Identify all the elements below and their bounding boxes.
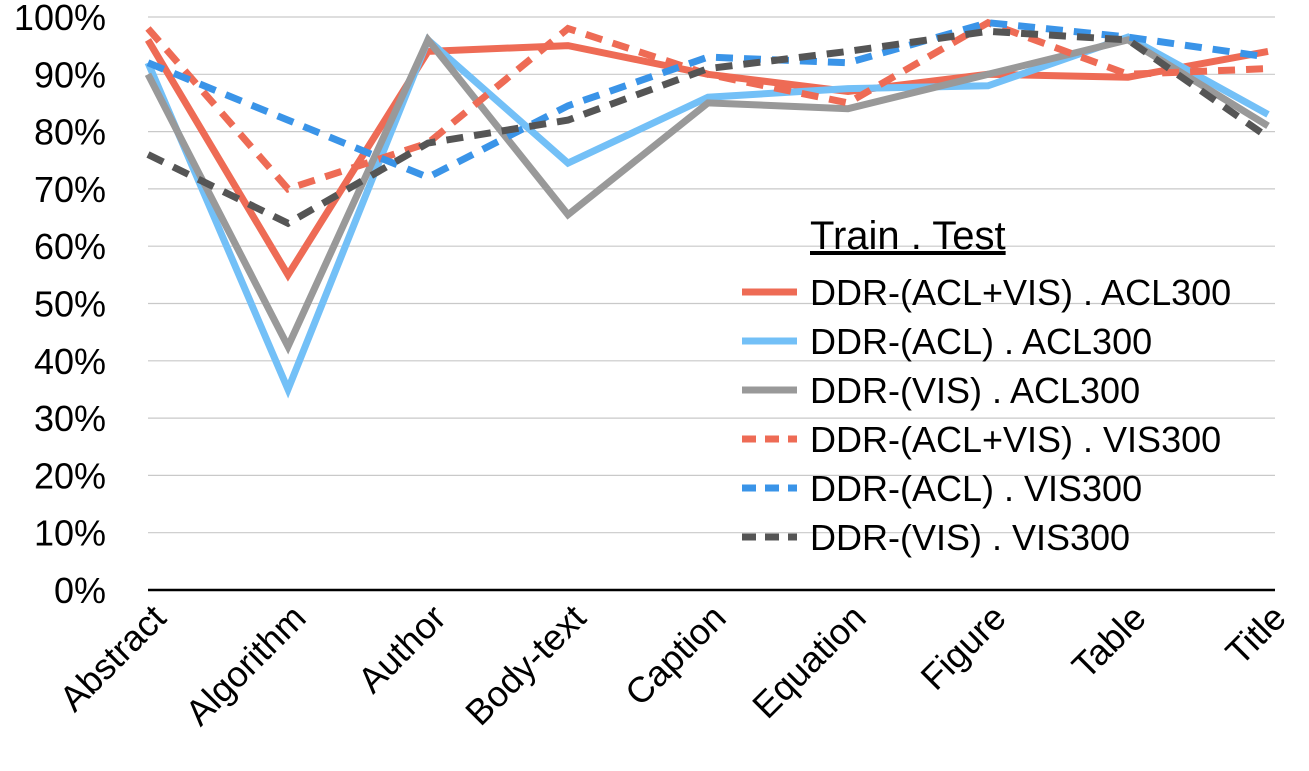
legend-label: DDR-(ACL+VIS) . ACL300 (810, 272, 1231, 313)
x-tick-label: Figure (913, 597, 1014, 698)
x-tick-label: Algorithm (177, 597, 314, 734)
x-tick-label: Title (1218, 597, 1294, 673)
series-line (145, 18, 1269, 193)
y-tick-label: 10% (34, 513, 106, 554)
y-tick-label: 60% (34, 226, 106, 267)
y-tick-label: 30% (34, 398, 106, 439)
y-tick-label: 80% (34, 112, 106, 153)
legend-label: DDR-(VIS) . ACL300 (810, 370, 1140, 411)
x-tick-label: Table (1064, 597, 1154, 687)
legend-label: DDR-(ACL) . ACL300 (810, 321, 1152, 362)
y-tick-label: 70% (34, 169, 106, 210)
legend-label: DDR-(ACL+VIS) . VIS300 (810, 419, 1221, 460)
x-axis-ticks: Abstract Algorithm Author Body-text Caption E… (51, 597, 1293, 734)
x-tick-label: Equation (744, 597, 873, 726)
y-tick-label: 0% (54, 570, 106, 611)
x-tick-label: Caption (617, 597, 734, 714)
y-axis-ticks: 0% 10% 20% 30% 40% 50% 60% 70% 80% 90% 100% (14, 0, 106, 611)
series-line (146, 27, 1270, 228)
x-tick-label: Author (350, 597, 454, 701)
x-tick-label: Body-text (457, 597, 594, 734)
y-tick-label: 90% (34, 54, 106, 95)
series-lines (144, 18, 1270, 399)
series-line (144, 33, 1270, 355)
series-line (146, 19, 1269, 182)
y-tick-label: 40% (34, 341, 106, 382)
legend: Train . Test DDR-(ACL+VIS) . ACL300 DDR-(… (742, 214, 1231, 558)
legend-label: DDR-(VIS) . VIS300 (810, 517, 1130, 558)
y-tick-label: 20% (34, 455, 106, 496)
y-tick-label: 50% (34, 284, 106, 325)
legend-title: Train . Test (810, 214, 1006, 258)
x-tick-label: Abstract (51, 597, 173, 719)
legend-label: DDR-(ACL) . VIS300 (810, 468, 1142, 509)
y-tick-label: 100% (14, 0, 106, 38)
